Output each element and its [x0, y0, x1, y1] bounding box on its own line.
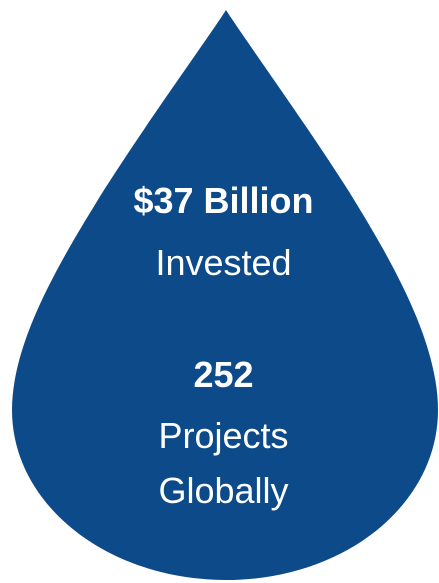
- projects-count: 252: [193, 354, 254, 395]
- invested-amount: $37 Billion: [133, 180, 314, 221]
- globally-label: Globally: [158, 470, 289, 511]
- projects-label: Projects: [158, 415, 289, 456]
- invested-label: Invested: [155, 242, 292, 283]
